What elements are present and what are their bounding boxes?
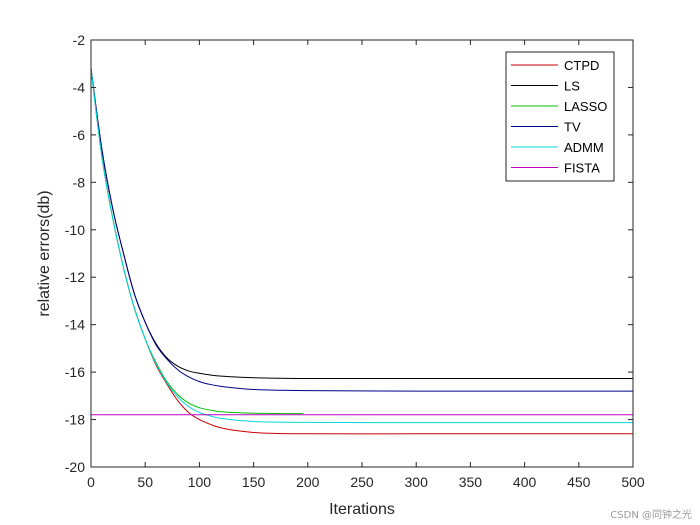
x-tick-label: 0	[87, 474, 95, 490]
y-tick-label: -18	[65, 412, 85, 428]
legend-label-lasso: LASSO	[564, 99, 607, 114]
legend-label-fista: FISTA	[564, 161, 600, 176]
y-tick-label: -20	[65, 459, 85, 475]
y-tick-label: -6	[73, 127, 86, 143]
x-tick-label: 450	[567, 474, 591, 490]
y-tick-label: -12	[65, 269, 85, 285]
legend-label-ctpd: CTPD	[564, 58, 599, 73]
series-line-tv	[90, 68, 634, 392]
series-group	[90, 68, 634, 435]
legend: CTPD LS LASSO TV ADMM FISTA	[505, 51, 615, 182]
y-tick-label: -16	[65, 364, 85, 380]
x-tick-label: 200	[296, 474, 320, 490]
x-tick-label: 150	[242, 474, 266, 490]
x-axis-label: Iterations	[329, 501, 395, 518]
legend-box	[505, 51, 615, 182]
x-tick-label: 250	[350, 474, 374, 490]
series-line-admm	[90, 68, 633, 424]
legend-label-tv: TV	[564, 120, 581, 135]
y-tick-label: -4	[73, 79, 86, 95]
legend-label-admm: ADMM	[564, 140, 604, 155]
x-tick-label: 400	[513, 474, 537, 490]
y-tick-label: -8	[73, 174, 86, 190]
x-tick-label: 350	[459, 474, 483, 490]
y-tick-label: -14	[65, 317, 85, 333]
ticks-group: 0 50 100 150 200 250 300 350 400 450 500 -20 -18 -16 -…	[65, 32, 645, 490]
legend-label-ls: LS	[564, 79, 580, 94]
x-tick-label: 100	[188, 474, 212, 490]
y-tick-label: -2	[73, 32, 86, 48]
x-tick-label: 500	[621, 474, 645, 490]
y-tick-label: -10	[65, 222, 85, 238]
watermark: CSDN @同钟之光	[610, 510, 692, 521]
x-tick-label: 300	[405, 474, 429, 490]
plot-frame	[90, 39, 634, 468]
y-axis-label: relative errors(db)	[36, 190, 53, 316]
x-tick-label: 50	[137, 474, 153, 490]
